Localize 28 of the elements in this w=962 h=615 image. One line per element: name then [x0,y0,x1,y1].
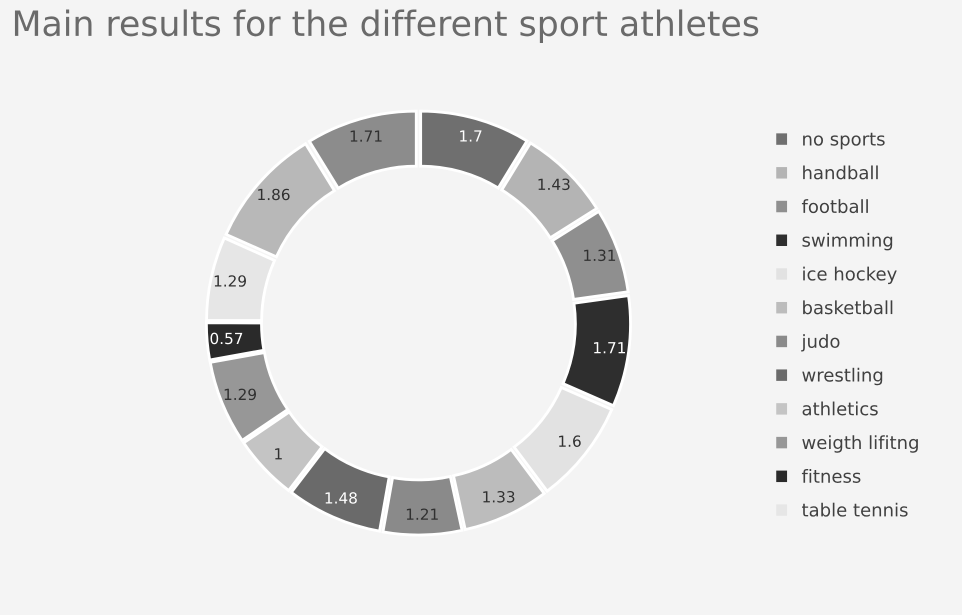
legend-label: wrestling [802,368,882,386]
legend-label: judo [801,334,840,352]
data-label: 1.71 [594,342,626,354]
data-label: 1 [275,448,282,460]
data-label: 1.6 [559,435,581,447]
data-label: 1.86 [258,188,290,200]
data-label: 1.29 [224,388,256,400]
legend-label: table tennis [802,502,908,517]
legend-label: basketball [803,300,892,314]
legend-label: football [802,199,868,214]
data-label: 1.71 [350,130,382,142]
donut-slice [308,110,418,190]
legend-label: ice hockey [803,266,897,284]
legend-label: athletics [802,402,878,416]
legend-label: weigth lifitng [802,435,918,453]
data-label: 1.48 [326,492,357,504]
data-label: 1.33 [483,491,514,503]
legend-label: no sports [803,132,885,150]
legend-label: fitness [802,468,860,483]
chart-title: Main results for the different sport athletes [14,9,758,44]
data-label: 1.29 [214,275,246,287]
data-label: 1.21 [406,508,438,520]
data-label: 1.43 [538,178,570,190]
data-label: 0.57 [210,332,242,344]
data-label: 1.7 [460,130,482,142]
legend-label: handball [803,165,878,180]
data-label: 1.31 [584,250,616,262]
legend-label: swimming [802,232,892,250]
